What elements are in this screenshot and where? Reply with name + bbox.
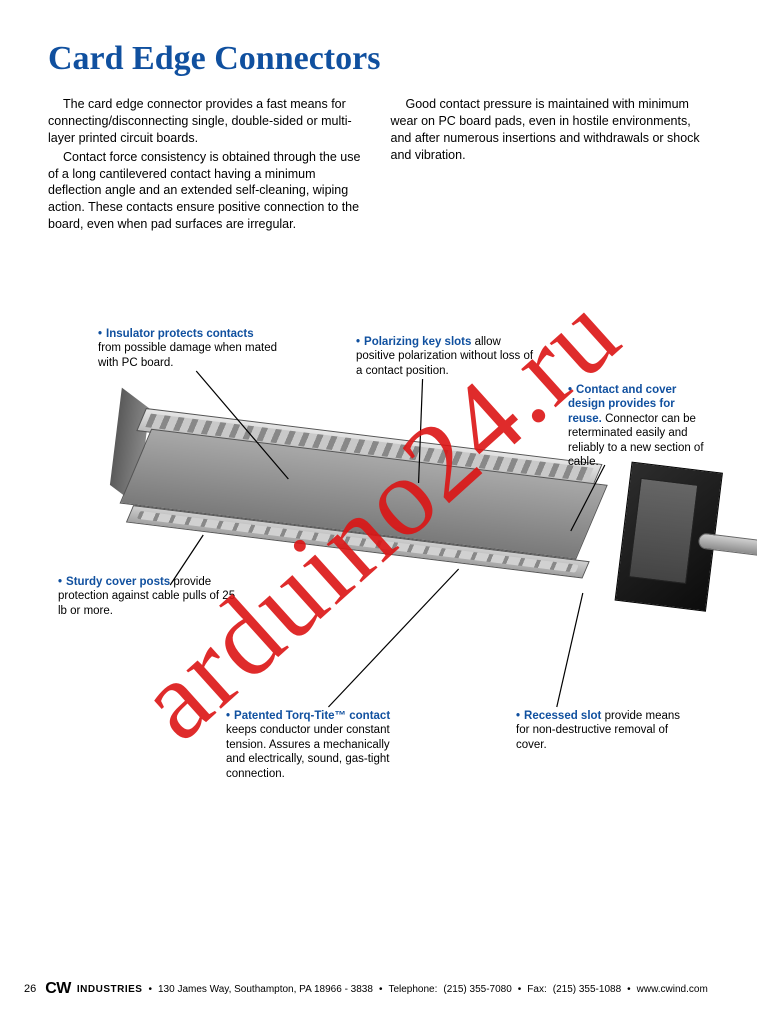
bullet-icon: •	[568, 384, 572, 396]
callout-text: keeps conductor under constant tension. …	[226, 724, 390, 779]
footer: 26 CW INDUSTRIES • 130 James Way, Southa…	[0, 980, 757, 998]
footer-logo-light: INDUSTRIES	[77, 984, 143, 995]
callout-lead: •Patented Torq-Tite™ contact	[226, 710, 390, 722]
footer-sep: •	[627, 984, 631, 995]
page: Card Edge Connectors The card edge conne…	[0, 0, 757, 1024]
callout-text: from possible damage when mated with PC …	[98, 342, 277, 368]
callout-lead: •Recessed slot	[516, 710, 601, 722]
callout-insulator: •Insulator protects contacts from possib…	[98, 327, 278, 370]
bullet-icon: •	[58, 576, 62, 588]
body-para: Contact force consistency is obtained th…	[48, 149, 367, 233]
footer-url: www.cwind.com	[637, 984, 708, 995]
footer-address: 130 James Way, Southampton, PA 18966 - 3…	[158, 984, 373, 995]
footer-fax: (215) 355-1088	[553, 984, 621, 995]
callout-lead: •Sturdy cover posts	[58, 576, 170, 588]
bullet-icon: •	[356, 336, 360, 348]
body-columns: The card edge connector provides a fast …	[48, 96, 709, 235]
footer-sep: •	[518, 984, 522, 995]
callout-lead: •Polarizing key slots	[356, 336, 471, 348]
page-title: Card Edge Connectors	[48, 40, 709, 78]
callout-lead: •Insulator protects contacts	[98, 328, 254, 340]
leader-line	[328, 569, 458, 707]
body-para: Good contact pressure is maintained with…	[391, 96, 710, 164]
diagram: •Insulator protects contacts from possib…	[48, 275, 709, 925]
callout-recessed-slot: •Recessed slot provide means for non-des…	[516, 709, 696, 752]
connector-illustration	[133, 485, 639, 548]
page-number: 26	[24, 983, 36, 995]
callout-torq-tite: •Patented Torq-Tite™ contact keeps condu…	[226, 709, 406, 781]
body-col-right: Good contact pressure is maintained with…	[391, 96, 710, 235]
callout-polarizing: •Polarizing key slots allow positive pol…	[356, 335, 536, 378]
leader-line	[557, 593, 583, 707]
footer-fax-label: Fax:	[527, 984, 546, 995]
callout-sturdy-cover: •Sturdy cover posts provide protection a…	[58, 575, 238, 618]
body-para: The card edge connector provides a fast …	[48, 96, 367, 147]
footer-sep: •	[148, 984, 152, 995]
bullet-icon: •	[516, 710, 520, 722]
bullet-icon: •	[226, 710, 230, 722]
footer-tel: (215) 355-7080	[443, 984, 511, 995]
callout-contact-cover: •Contact and cover design provides for r…	[568, 383, 709, 469]
footer-sep: •	[379, 984, 383, 995]
footer-tel-label: Telephone:	[388, 984, 437, 995]
bullet-icon: •	[98, 328, 102, 340]
body-col-left: The card edge connector provides a fast …	[48, 96, 367, 235]
footer-logo-heavy: CW	[45, 980, 71, 998]
